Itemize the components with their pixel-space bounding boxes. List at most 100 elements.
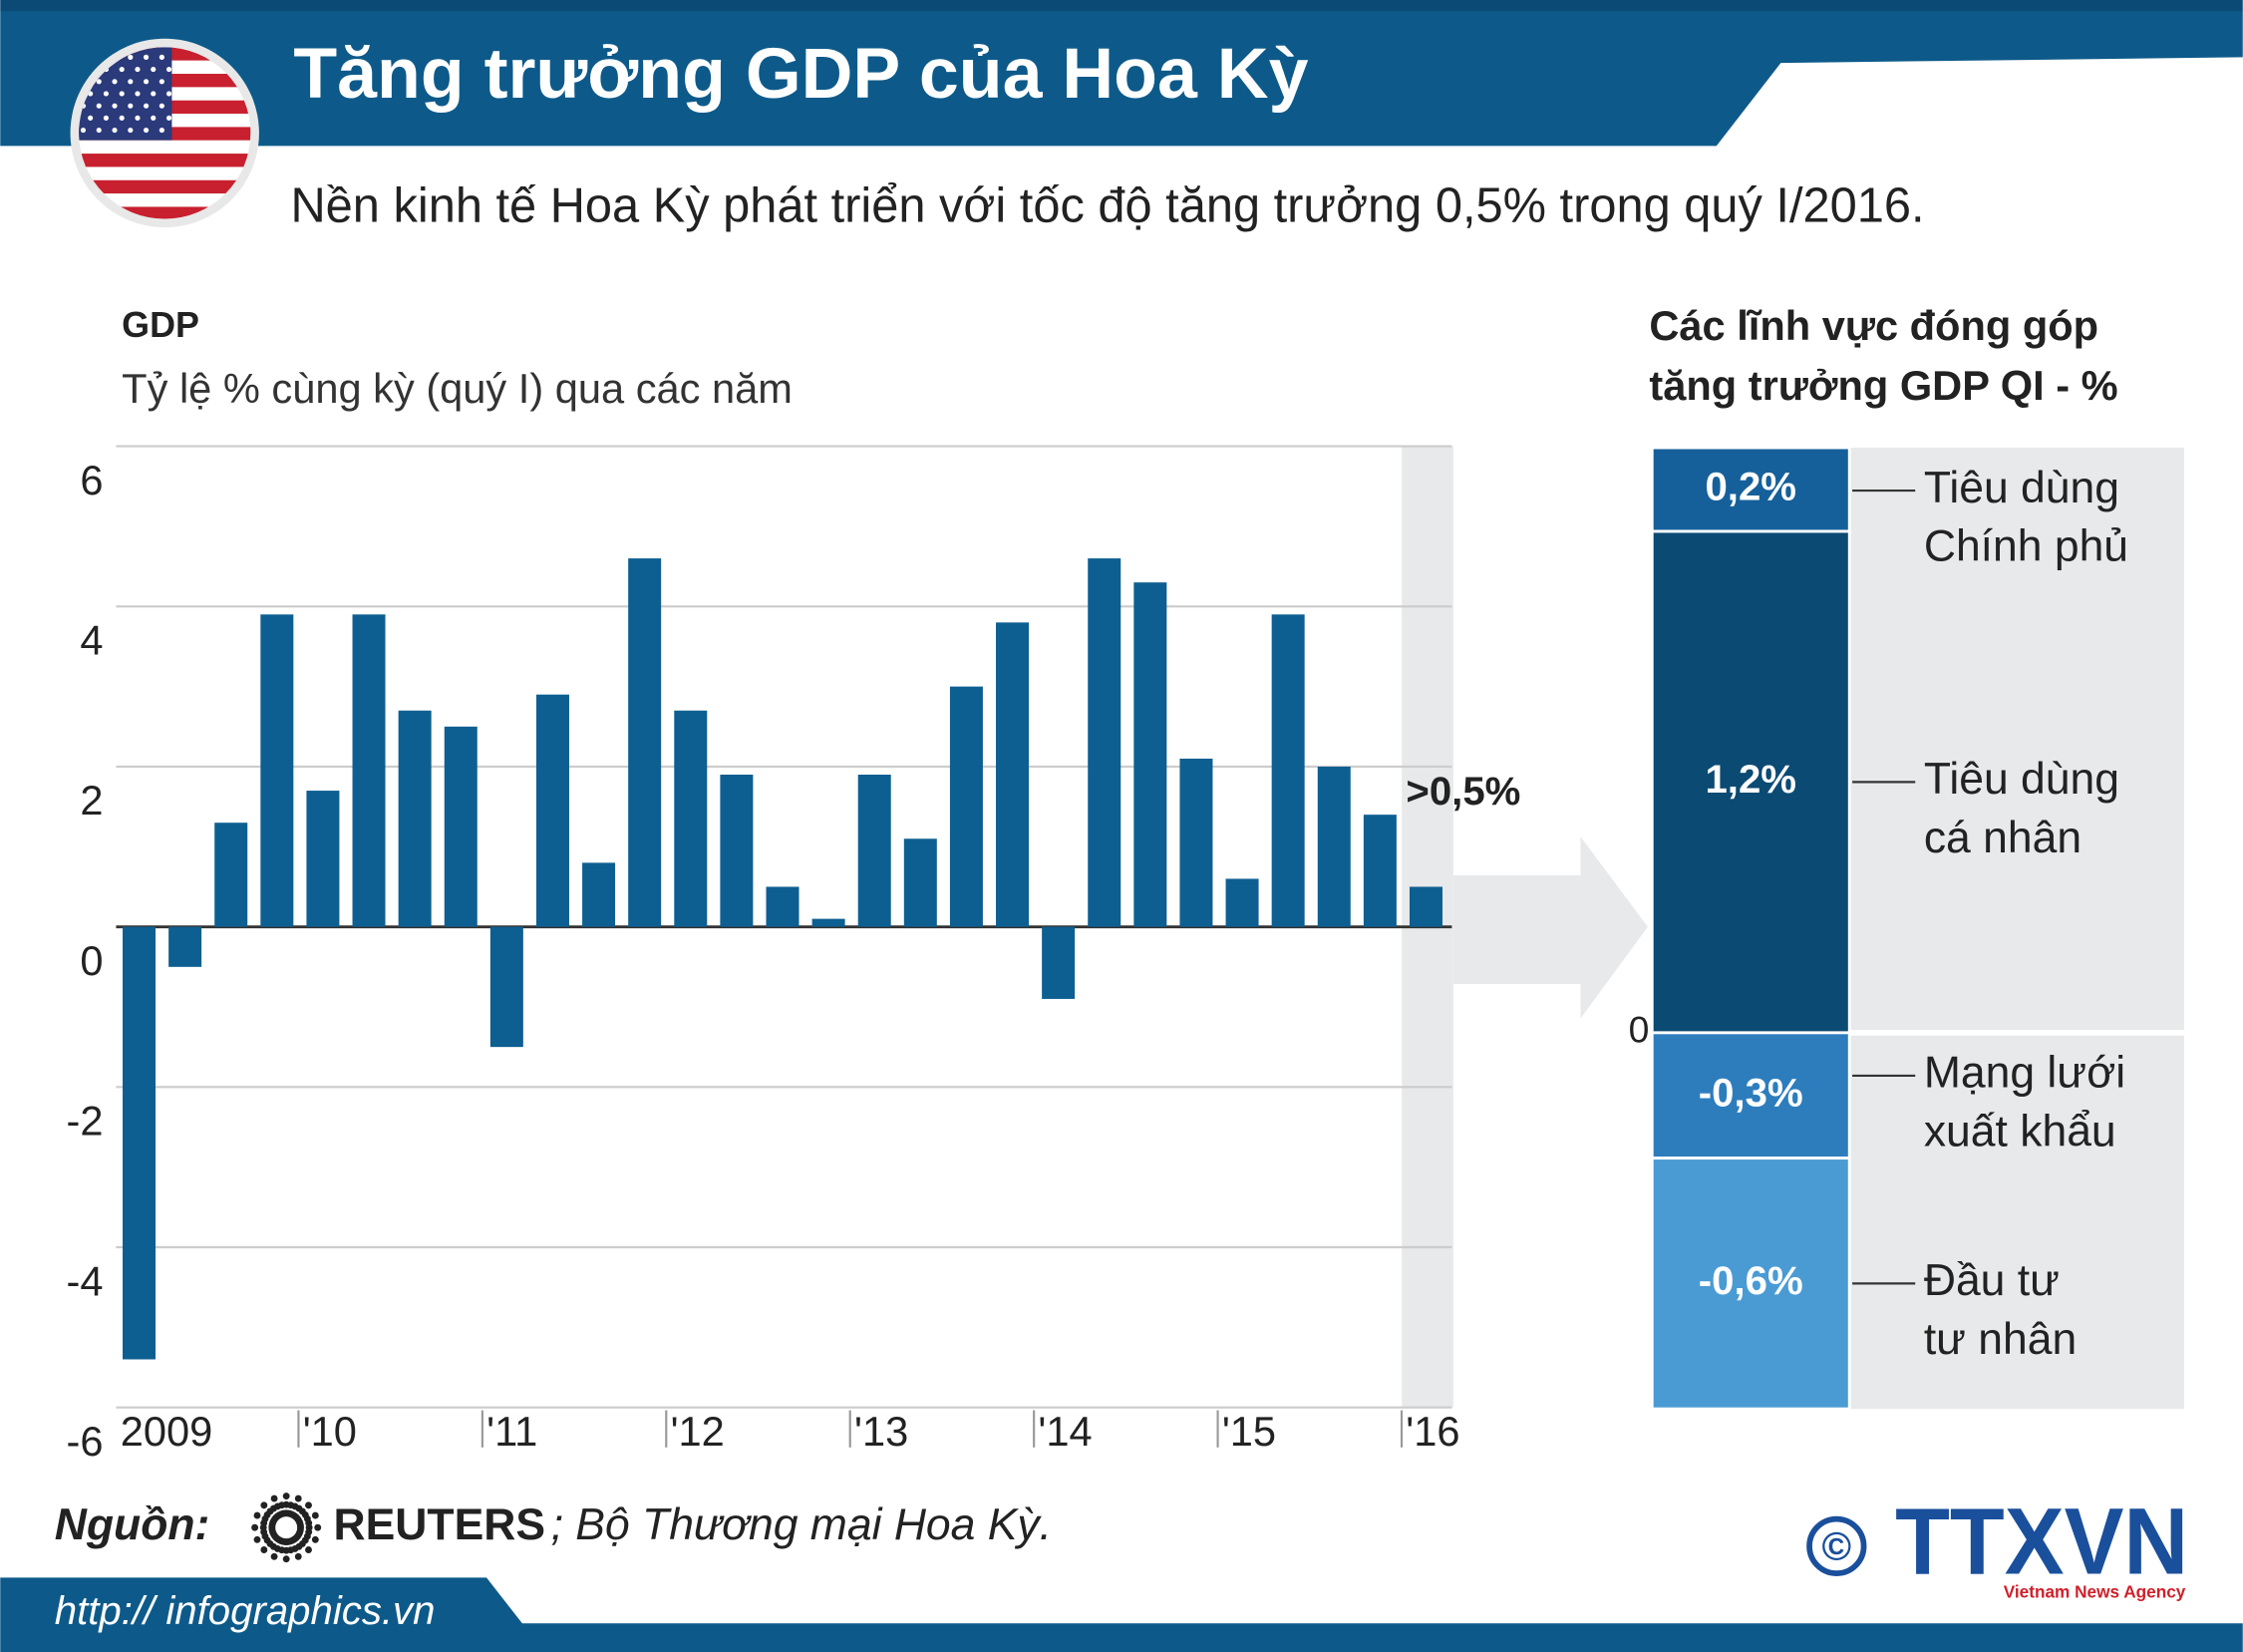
bar [489, 926, 523, 1048]
flag-star [103, 115, 109, 121]
header-strip [0, 0, 2243, 12]
icon-dot [270, 1552, 278, 1560]
value-label: -0,3% [1699, 1070, 1803, 1115]
icon-dot [251, 1523, 259, 1531]
x-tick-label: '14 [1038, 1408, 1092, 1455]
chart-subtitle: Tỷ lệ % cùng kỳ (quý I) qua các năm [122, 365, 793, 412]
y-tick-label: 6 [80, 457, 103, 503]
footer-band [0, 1577, 2243, 1652]
bar [123, 926, 157, 1360]
source-label: Nguồn: [55, 1500, 210, 1549]
bar [720, 774, 754, 927]
flag-star [159, 103, 164, 109]
legend-label: xuất khẩu [1924, 1107, 2116, 1156]
flag-star [128, 79, 134, 85]
bar [582, 862, 616, 927]
legend-label: cá nhân [1924, 814, 2082, 862]
flag-star [143, 79, 150, 85]
legend-label: Tiêu dùng [1924, 755, 2119, 804]
label-panel [1849, 1035, 2184, 1410]
flag-star [159, 79, 164, 85]
segment [1650, 446, 1851, 533]
flag-star [135, 66, 141, 73]
flag-star [135, 91, 141, 97]
bar [1088, 558, 1122, 927]
flag-star [103, 91, 109, 97]
bar [1317, 766, 1351, 927]
flag-star [128, 127, 134, 134]
flag-star [112, 79, 118, 85]
annotation: >0,5% [1406, 769, 1520, 814]
copyright-ring [1806, 1515, 1867, 1576]
flag-star [112, 103, 118, 109]
bar [949, 686, 983, 927]
y-tick-label: 0 [1629, 1009, 1650, 1051]
flag-star [88, 115, 94, 121]
legend-label: Đầu tư [1924, 1256, 2060, 1305]
value-label: -0,6% [1699, 1258, 1803, 1303]
bar [811, 918, 845, 927]
bar [1179, 758, 1213, 927]
bar [214, 823, 248, 927]
right-title: tăng trưởng GDP QI - % [1649, 362, 2117, 409]
value-label: 0,2% [1705, 465, 1796, 509]
bar [1363, 815, 1397, 927]
flag-star [80, 127, 87, 134]
flag-star [119, 91, 125, 97]
bar [168, 926, 202, 967]
flag-stripe [79, 140, 251, 155]
x-tick-label: '13 [854, 1408, 908, 1455]
bar [1042, 926, 1076, 999]
flag-star [165, 115, 172, 121]
footer-url: http:// infographics.vn [55, 1588, 436, 1633]
bar [260, 614, 294, 927]
icon-dot [305, 1546, 312, 1553]
segment [1650, 1031, 1851, 1160]
y-tick-label: 2 [80, 777, 103, 824]
flag-star [143, 103, 150, 109]
icon-dot [311, 1535, 319, 1543]
flag-star [151, 91, 157, 97]
flag-stripe [79, 154, 251, 167]
chart-title: GDP [122, 305, 199, 345]
icon-dot [270, 1494, 278, 1502]
bar [1271, 614, 1305, 927]
flag-star [151, 115, 157, 121]
flag-star [96, 79, 102, 85]
flag-star [119, 66, 125, 73]
icon-dot [260, 1546, 268, 1553]
flag-star [119, 115, 125, 121]
flag-stripe [79, 193, 251, 207]
legend-label: tư nhân [1924, 1315, 2077, 1364]
copyright: © [1822, 1523, 1852, 1568]
flag-star [165, 91, 172, 97]
x-tick-label: 2009 [121, 1408, 213, 1455]
flag-stripe [79, 166, 251, 180]
flag-star [128, 54, 134, 60]
bar [1133, 582, 1167, 927]
flag-star [143, 54, 150, 60]
flag-star [135, 115, 141, 121]
y-tick-label: 4 [80, 617, 103, 664]
bar [1409, 886, 1442, 927]
bar [996, 622, 1030, 927]
flag-star [159, 127, 164, 134]
x-tick-label: '12 [671, 1408, 725, 1455]
logo: TTXVN [1895, 1489, 2188, 1595]
legend-label: Tiêu dùng [1924, 464, 2119, 512]
bar [857, 774, 891, 927]
arrow [1452, 836, 1648, 1019]
flag-star [159, 54, 164, 60]
reuters-icon [251, 1492, 322, 1563]
bar [766, 886, 800, 927]
icon-dot [314, 1523, 322, 1531]
bar [352, 614, 386, 927]
y-tick-label: 0 [80, 937, 103, 984]
icon-dot [253, 1511, 261, 1519]
segment [1650, 1156, 1851, 1411]
legend-label: Chính phủ [1924, 522, 2128, 571]
flag-star [143, 127, 150, 134]
bar [1225, 878, 1259, 927]
y-tick-label: -2 [67, 1098, 104, 1145]
icon-dot [305, 1501, 312, 1509]
